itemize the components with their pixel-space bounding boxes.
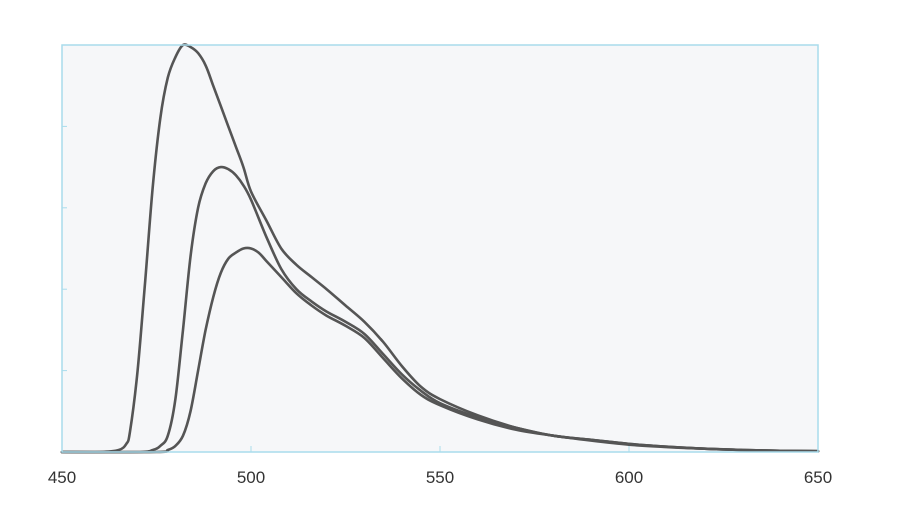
x-tick-label-1: 500 <box>237 468 265 487</box>
x-axis-tick-labels: 450 500 550 600 650 <box>48 468 832 487</box>
x-tick-label-0: 450 <box>48 468 76 487</box>
x-tick-label-4: 650 <box>804 468 832 487</box>
x-tick-label-3: 600 <box>615 468 643 487</box>
plot-frame <box>61 44 819 453</box>
series-lines <box>60 43 820 454</box>
plot-area <box>62 45 818 452</box>
x-tick-label-2: 550 <box>426 468 454 487</box>
series-line-3 <box>60 246 820 454</box>
